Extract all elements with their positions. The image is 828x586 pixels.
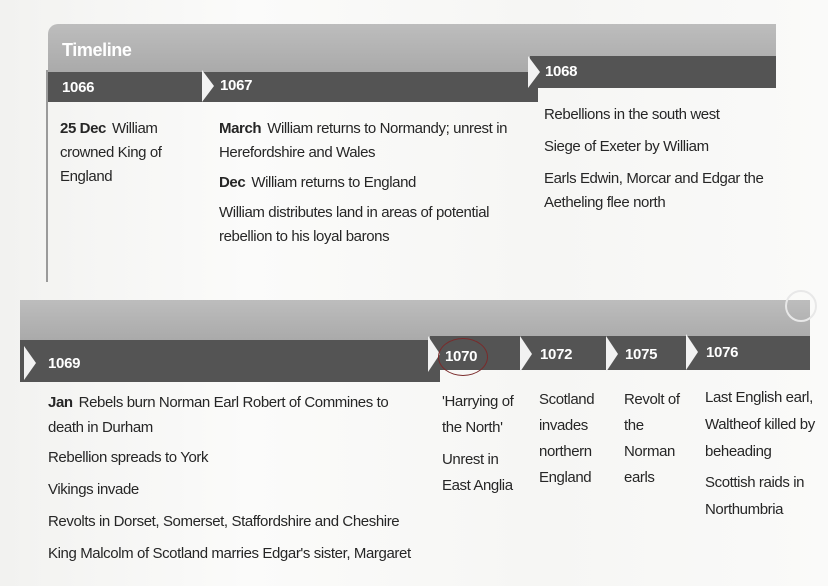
event: Dec William returns to England: [219, 171, 519, 195]
events-1072: Scotland invades northern England: [539, 387, 613, 499]
events-1066: 25 Dec William crowned King of England: [60, 117, 180, 197]
year-label: 1069: [48, 355, 81, 372]
event: Revolts in Dorset, Somerset, Staffordshi…: [48, 513, 400, 530]
year-bar: [48, 72, 538, 102]
year-bar: [20, 340, 440, 382]
year-bar: [530, 56, 776, 88]
event-text: William returns to Normandy; unrest in H…: [219, 120, 508, 161]
event: Rebellion spreads to York: [48, 449, 209, 466]
chevron-divider-icon: [606, 336, 618, 372]
event-text: William crowned King of England: [60, 120, 162, 185]
event: King Malcolm of Scotland marries Edgar's…: [48, 545, 411, 562]
year-label: 1076: [706, 344, 739, 361]
year-label: 1068: [545, 63, 578, 80]
event: Scotland invades northern England: [539, 391, 595, 486]
event-text: William returns to England: [251, 174, 416, 191]
page-corner-icon: [785, 290, 817, 322]
event: Siege of Exeter by William: [544, 138, 709, 155]
chevron-divider-icon: [520, 336, 532, 372]
event: 25 Dec William crowned King of England: [60, 117, 180, 189]
header-band: [20, 300, 810, 342]
event-date: 25 Dec: [60, 120, 106, 137]
events-1069: Jan Rebels burn Norman Earl Robert of Com…: [48, 390, 418, 574]
events-1076: Last English earl, Waltheof killed by be…: [705, 384, 817, 531]
chevron-divider-icon: [528, 56, 540, 88]
year-label: 1075: [625, 346, 658, 363]
panel-border: [46, 70, 48, 282]
year-label: 1072: [540, 346, 573, 363]
chevron-divider-icon: [24, 346, 36, 380]
chevron-divider-icon: [428, 336, 440, 372]
event: Jan Rebels burn Norman Earl Robert of Com…: [48, 390, 418, 440]
events-1070: 'Harrying of the North' Unrest in East A…: [442, 389, 522, 507]
event: Last English earl, Waltheof killed by be…: [705, 389, 815, 460]
event-date: Jan: [48, 394, 73, 411]
event-date: March: [219, 120, 262, 137]
event-date: Dec: [219, 174, 246, 191]
events-1075: Revolt of the Norman earls: [624, 387, 688, 499]
year-label: 1067: [220, 77, 253, 94]
event: Rebellions in the south west: [544, 106, 720, 123]
event: Earls Edwin, Morcar and Edgar the Aethel…: [544, 170, 764, 211]
handwritten-circle-annotation: [438, 338, 488, 376]
year-label: 1066: [62, 79, 95, 96]
event: Unrest in East Anglia: [442, 451, 513, 494]
event-text: Rebels burn Norman Earl Robert of Commin…: [48, 394, 389, 436]
year-bar: [430, 336, 810, 370]
chevron-divider-icon: [686, 334, 698, 370]
chevron-divider-icon: [202, 70, 214, 102]
event: 'Harrying of the North': [442, 393, 514, 436]
event: March William returns to Normandy; unrest…: [219, 117, 519, 165]
timeline-title: Timeline: [62, 40, 132, 60]
event: Scottish raids in Northumbria: [705, 474, 805, 518]
events-1067: March William returns to Normandy; unrest…: [219, 117, 519, 257]
event: Vikings invade: [48, 481, 139, 498]
event: William distributes land in areas of pot…: [219, 201, 519, 249]
events-1068: Rebellions in the south west Siege of Ex…: [544, 103, 784, 223]
event: Revolt of the Norman earls: [624, 391, 680, 486]
event-text: William distributes land in areas of pot…: [219, 204, 490, 245]
